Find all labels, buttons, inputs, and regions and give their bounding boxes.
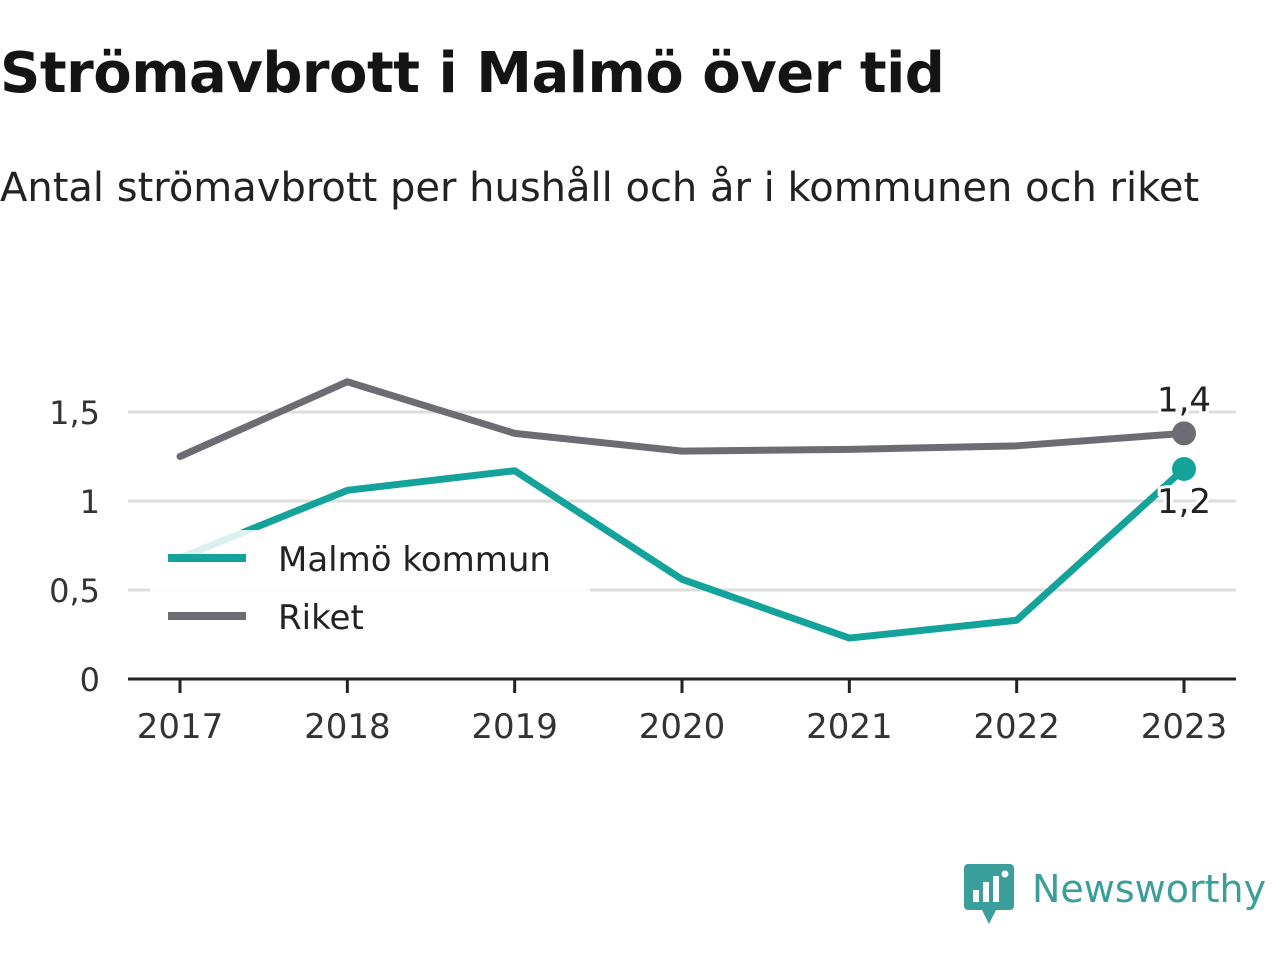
x-tick-label: 2023 (1141, 707, 1228, 747)
x-tick-label: 2021 (806, 707, 893, 747)
y-axis-tick-labels: 0 0,5 1 1,5 (49, 394, 100, 699)
chart-subtitle: Antal strömavbrott per hushåll och år i … (0, 165, 1200, 211)
legend-background (150, 530, 590, 650)
legend-label-riket: Riket (278, 598, 364, 638)
x-tick-label: 2020 (639, 707, 726, 747)
y-tick-label: 1,5 (49, 394, 100, 432)
end-label-malmo: 1,2 (1157, 482, 1211, 522)
legend: Malmö kommun Riket (150, 530, 590, 650)
x-tick-label: 2019 (471, 707, 558, 747)
bar-chart-bubble-icon (964, 864, 1014, 924)
y-tick-label: 0 (80, 661, 100, 699)
end-point-malmo (1172, 456, 1196, 481)
y-tick-label: 0,5 (49, 572, 100, 610)
x-tick-label: 2022 (973, 707, 1060, 747)
chart-title: Strömavbrott i Malmö över tid (0, 41, 945, 106)
legend-label-malmo: Malmö kommun (278, 540, 551, 580)
series-line-malmo (176, 465, 1188, 642)
y-tick-label: 1 (80, 483, 100, 521)
x-axis: 2017 2018 2019 2020 2021 2022 2023 (128, 677, 1236, 747)
end-label-riket: 1,4 (1157, 380, 1211, 420)
end-point-riket (1172, 421, 1196, 446)
brand-logo: Newsworthy (964, 864, 1266, 928)
brand-name: Newsworthy (1032, 867, 1267, 911)
end-points: 1,2 1,4 (1154, 377, 1214, 525)
x-tick-label: 2017 (137, 707, 224, 747)
series-line-riket (176, 378, 1188, 460)
x-tick-label: 2018 (304, 707, 391, 747)
series-lines (176, 378, 1188, 642)
